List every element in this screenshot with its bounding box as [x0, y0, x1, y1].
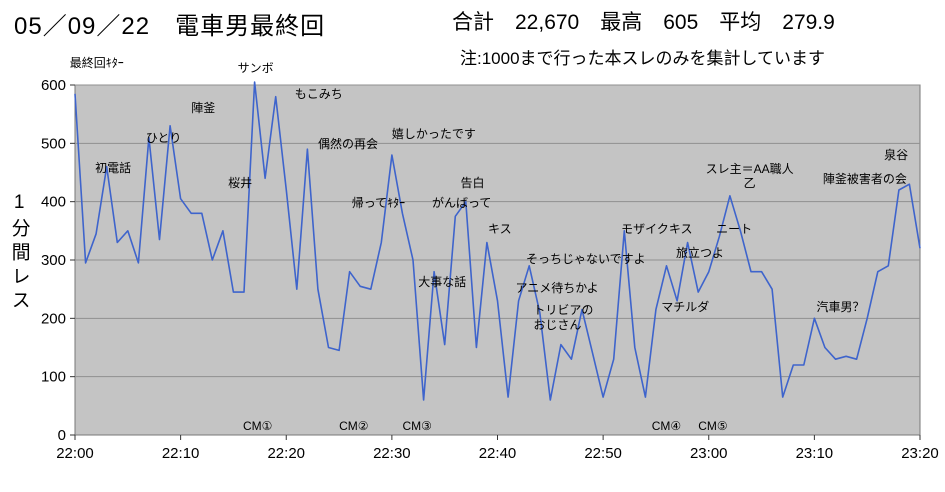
- data-series-line: [74, 81, 921, 401]
- x-tick-label: 23:20: [901, 445, 939, 462]
- x-tick-label: 23:00: [690, 445, 728, 462]
- note-text: 注:1000まで行った本スレのみを集計しています: [460, 49, 826, 68]
- y-tick-label: 400: [41, 194, 66, 211]
- x-tick-label: 22:20: [267, 445, 305, 462]
- y-tick-label: 200: [41, 310, 66, 327]
- y-axis-label: 1分間レス: [8, 192, 30, 314]
- y-tick-label: 500: [41, 135, 66, 152]
- x-tick-label: 22:30: [373, 445, 411, 462]
- y-tick-label: 600: [41, 77, 66, 94]
- y-tick-label: 300: [41, 252, 66, 269]
- y-tick-label: 100: [41, 369, 66, 386]
- x-tick-label: 22:40: [479, 445, 517, 462]
- x-tick-label: 23:10: [796, 445, 834, 462]
- page-title: 05／09／22 電車男最終回: [14, 13, 326, 40]
- x-tick-label: 22:00: [56, 445, 94, 462]
- x-tick-label: 22:50: [584, 445, 622, 462]
- y-tick-label: 0: [58, 427, 66, 444]
- stats-summary: 合計 22,670 最高 605 平均 279.9: [452, 11, 835, 34]
- x-tick-label: 22:10: [162, 445, 200, 462]
